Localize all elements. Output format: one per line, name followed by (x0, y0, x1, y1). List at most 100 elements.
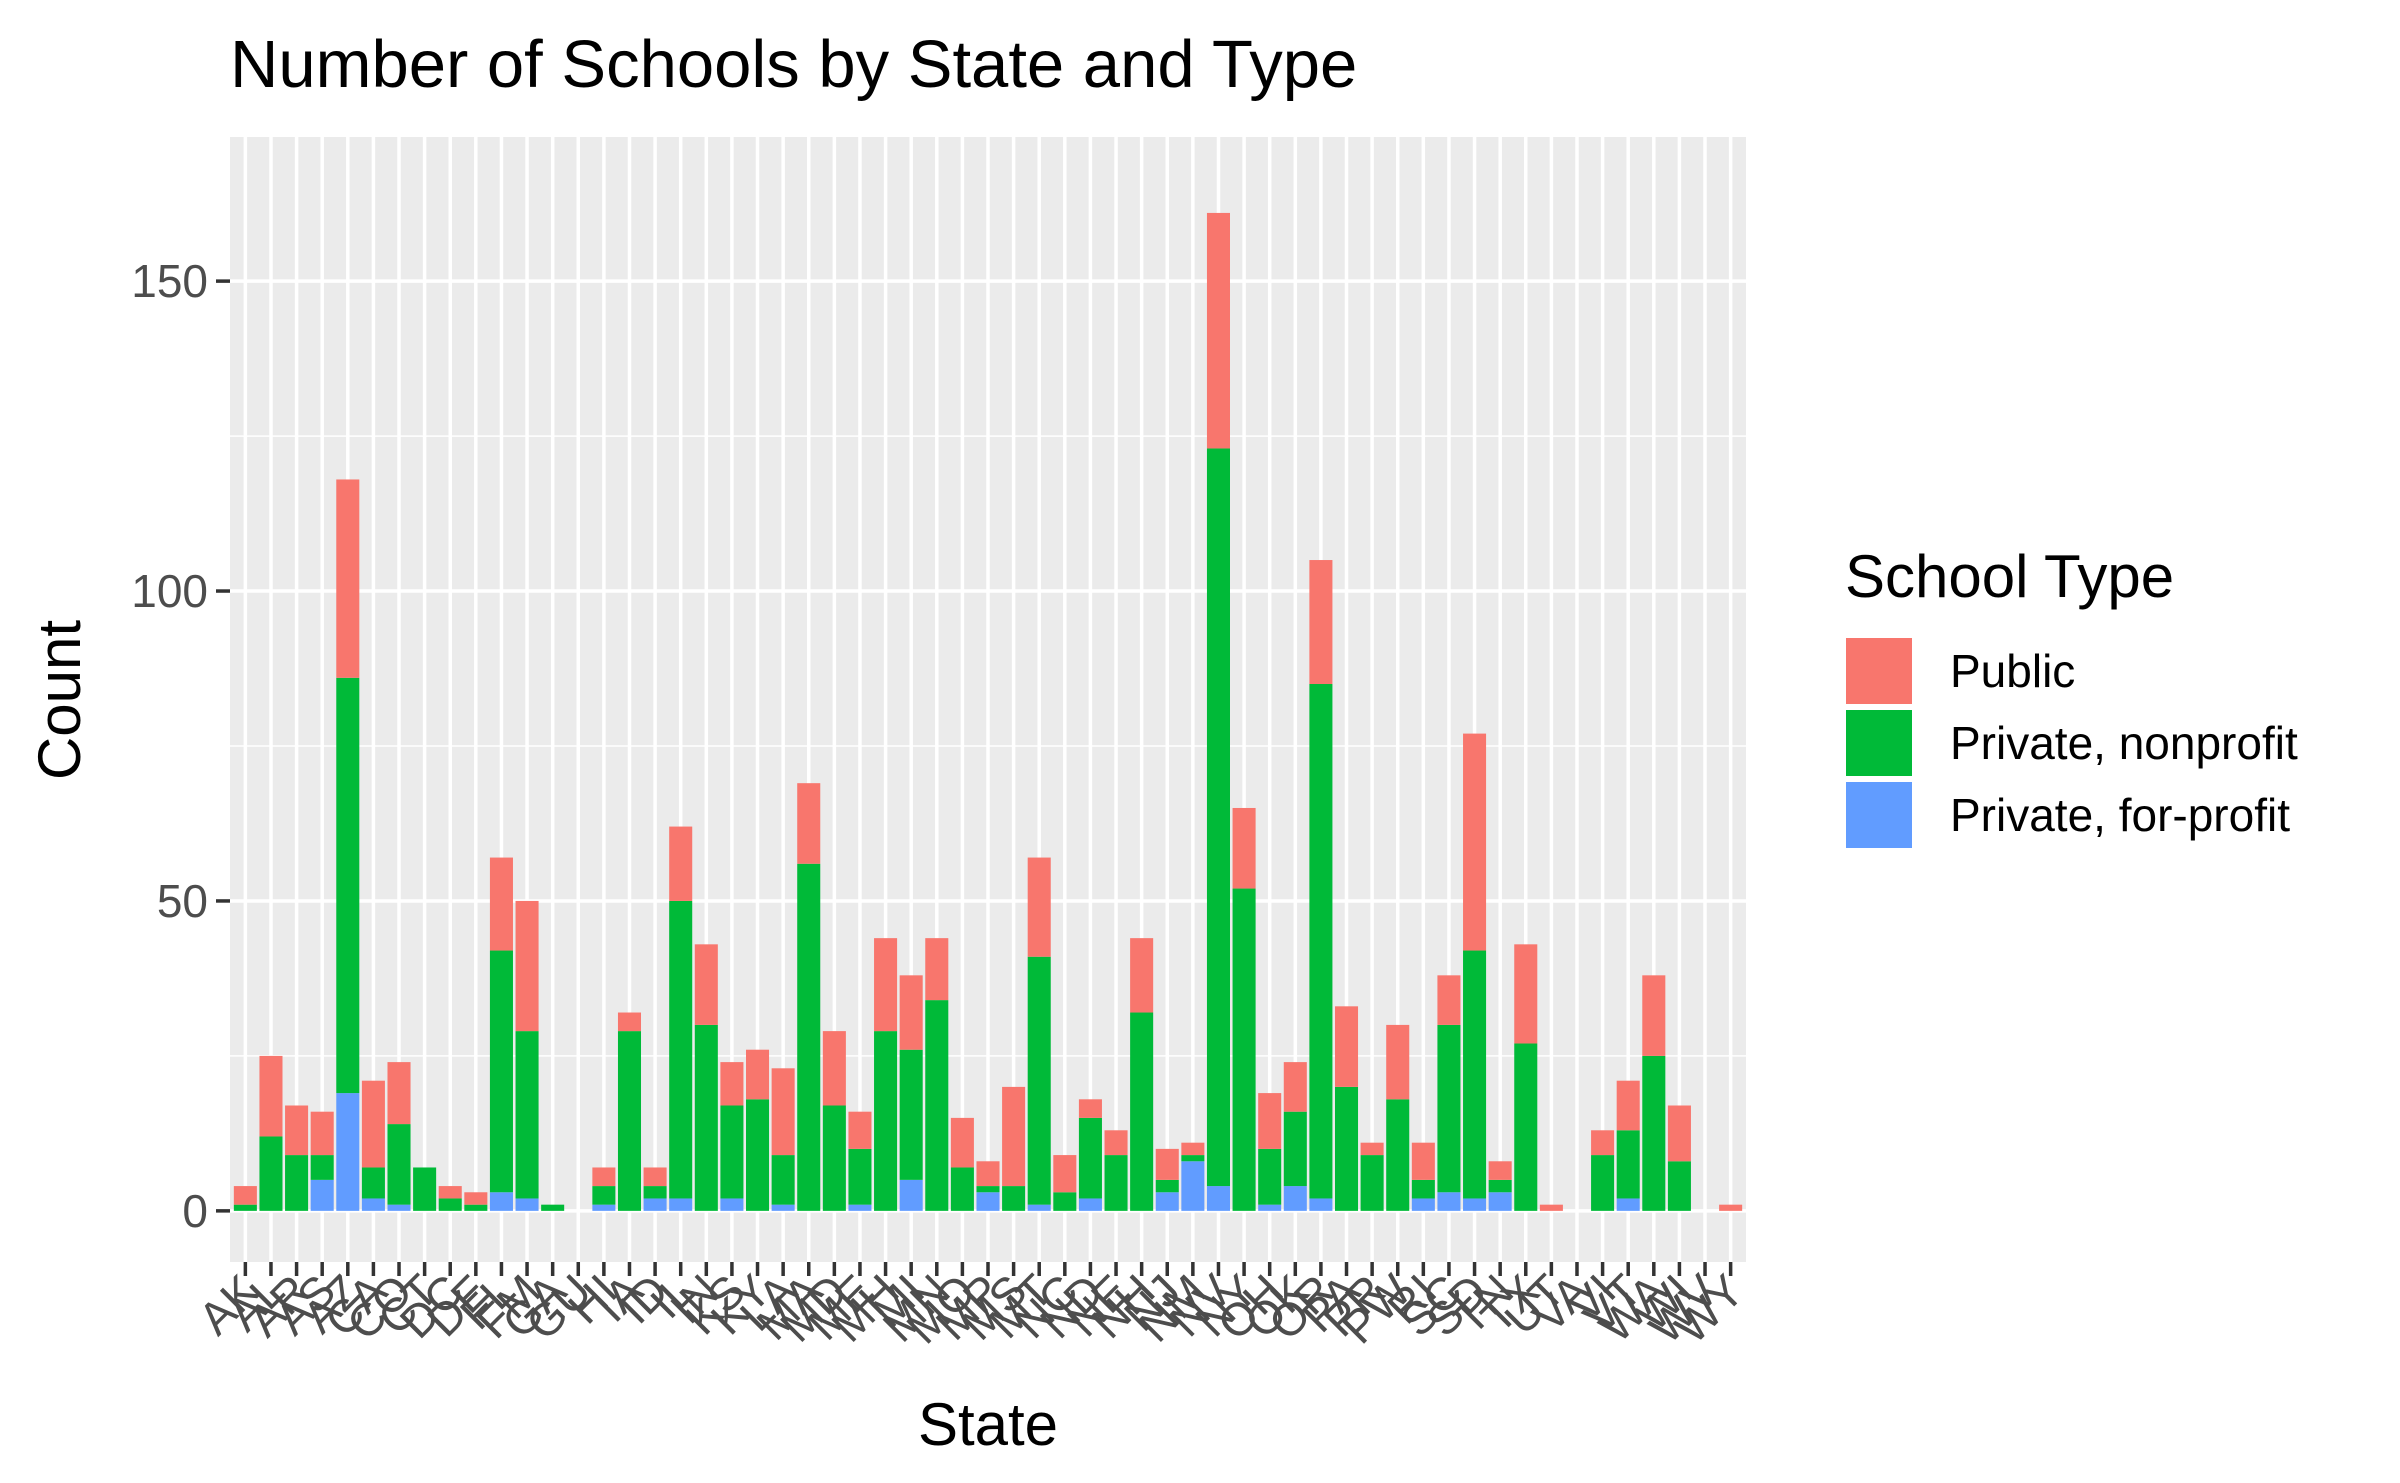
y-tick-label: 50 (157, 875, 208, 927)
bar-segment-wy-public (1719, 1204, 1743, 1211)
bar-segment-al-public (259, 1055, 283, 1137)
bar-segment-nv-public (1206, 212, 1230, 449)
bar-segment-mp-private-nonprofit (976, 1186, 1000, 1193)
bar-segment-tn-public (1488, 1161, 1512, 1180)
bar-segment-al-private-nonprofit (259, 1136, 283, 1211)
bar-segment-nv-private-for-profit (1206, 1186, 1230, 1211)
y-tick-label: 0 (182, 1185, 208, 1237)
legend-items: Public Private, nonprofit Private, for-pro… (1844, 636, 2298, 850)
bar-segment-wa-public (1642, 975, 1666, 1056)
y-tick-label: 100 (131, 565, 208, 617)
bar-segment-nc-private-nonprofit (1053, 1192, 1077, 1211)
bar-segment-ks-private-for-profit (720, 1198, 744, 1211)
bar-segment-pw-public (1386, 1024, 1410, 1100)
bar-segment-az-public (336, 479, 360, 678)
bar-segment-tx-private-nonprofit (1514, 1043, 1538, 1211)
bar-segment-ct-private-nonprofit (413, 1167, 437, 1211)
legend-key (1844, 708, 1914, 778)
axes: 050100150AKALARASAZCACOCTDCDEFLFMGAGUHII… (131, 255, 1753, 1353)
bar-segment-ma-public (797, 783, 821, 864)
legend: School Type Public Private, nonprofit Priv… (1844, 543, 2298, 850)
bar-segment-me-private-for-profit (848, 1204, 872, 1211)
bar-segment-ri-private-for-profit (1411, 1198, 1435, 1211)
bar-segment-co-private-for-profit (387, 1204, 411, 1211)
bar-segment-fl-private-for-profit (489, 1192, 513, 1211)
bar-segment-mp-private-for-profit (976, 1192, 1000, 1211)
bar-segment-mn-private-nonprofit (925, 1000, 949, 1211)
bar-segment-il-private-nonprofit (669, 900, 693, 1199)
bar-segment-ga-private-nonprofit (541, 1204, 565, 1211)
bar-segment-pr-public (1360, 1142, 1384, 1156)
bar-segment-ny-public (1232, 807, 1256, 889)
bar-segment-fm-public (515, 900, 539, 1032)
bar-segment-pa-public (1334, 1006, 1359, 1087)
bar-segment-la-private-for-profit (771, 1204, 795, 1211)
bar-segment-nj-public (1155, 1148, 1179, 1180)
bar-segment-nj-private-for-profit (1155, 1192, 1179, 1211)
bar-segment-ms-private-nonprofit (1002, 1186, 1026, 1211)
legend-key (1844, 780, 1914, 850)
bar-segment-ar-public (285, 1105, 309, 1156)
bar-segment-ak-public (233, 1186, 257, 1205)
bar-segment-mo-private-nonprofit (950, 1167, 974, 1211)
bar-segment-id-private-nonprofit (643, 1186, 667, 1199)
bar-segment-dc-private-nonprofit (438, 1198, 462, 1211)
y-tick-label: 150 (131, 255, 208, 307)
bar-segment-sc-public (1437, 975, 1461, 1025)
bar-segment-fl-private-nonprofit (489, 950, 513, 1193)
bar-segment-ca-public (361, 1080, 385, 1168)
bar-segment-ar-private-nonprofit (285, 1155, 309, 1211)
bar-segment-mi-private-nonprofit (899, 1049, 923, 1180)
bar-segment-or-private-for-profit (1309, 1198, 1333, 1211)
bar-segment-md-public (822, 1031, 846, 1106)
bar-segment-tn-private-nonprofit (1488, 1179, 1512, 1193)
bar-segment-la-public (771, 1068, 795, 1156)
bar-segment-ks-public (720, 1062, 744, 1106)
bar-segment-oh-public (1258, 1093, 1282, 1149)
bar-segment-nj-private-nonprofit (1155, 1179, 1179, 1193)
bar-segment-ne-public (1104, 1130, 1128, 1156)
bar-segment-vi-private-nonprofit (1591, 1155, 1615, 1211)
bar-segment-md-private-nonprofit (822, 1105, 846, 1211)
bar-segment-ak-private-nonprofit (233, 1204, 257, 1211)
bar-segment-co-private-nonprofit (387, 1124, 411, 1205)
bar-segment-ri-private-nonprofit (1411, 1179, 1435, 1199)
bar-segment-ca-private-for-profit (361, 1198, 385, 1211)
bar-segment-ky-private-nonprofit (746, 1099, 770, 1211)
bar-segment-nd-private-nonprofit (1078, 1117, 1102, 1199)
bar-segment-il-private-for-profit (669, 1198, 693, 1211)
bar-segment-ri-public (1411, 1142, 1435, 1180)
bar-segment-sd-private-for-profit (1463, 1198, 1487, 1211)
bar-segment-ky-public (746, 1049, 770, 1100)
legend-label: Private, nonprofit (1950, 717, 2298, 769)
bar-segment-or-public (1309, 560, 1333, 685)
legend-label: Public (1950, 645, 2075, 697)
bar-segment-co-public (387, 1062, 411, 1125)
bar-segment-ia-private-nonprofit (617, 1031, 642, 1211)
bar-segment-vi-public (1591, 1130, 1615, 1156)
bar-segment-oh-private-nonprofit (1258, 1148, 1282, 1205)
bar-segment-wi-public (1667, 1105, 1691, 1162)
bar-segment-nm-public (1181, 1142, 1205, 1156)
bar-segment-nv-private-nonprofit (1206, 448, 1230, 1187)
x-axis-title: State (918, 1391, 1058, 1458)
bar-segment-ok-private-nonprofit (1283, 1111, 1307, 1187)
bar-segment-sd-public (1463, 733, 1487, 951)
bar-segment-ok-private-for-profit (1283, 1186, 1307, 1211)
bar-segment-sc-private-nonprofit (1437, 1024, 1461, 1193)
bar-segment-tn-private-for-profit (1488, 1192, 1512, 1211)
bar-segment-ca-private-nonprofit (361, 1167, 385, 1199)
bar-segment-tx-public (1514, 944, 1538, 1044)
bar-segment-ms-public (1002, 1086, 1026, 1187)
legend-key (1844, 636, 1914, 706)
bar-segment-dc-public (438, 1186, 462, 1199)
bar-segment-ok-public (1283, 1062, 1307, 1112)
bar-segment-mp-public (976, 1161, 1000, 1187)
bar-segment-de-private-nonprofit (464, 1204, 488, 1211)
bar-segment-in-private-nonprofit (694, 1024, 718, 1211)
bar-segment-pr-private-nonprofit (1360, 1155, 1384, 1211)
bar-segment-ks-private-nonprofit (720, 1105, 744, 1199)
bar-segment-mi-private-for-profit (899, 1179, 923, 1211)
bar-segment-nd-private-for-profit (1078, 1198, 1102, 1211)
